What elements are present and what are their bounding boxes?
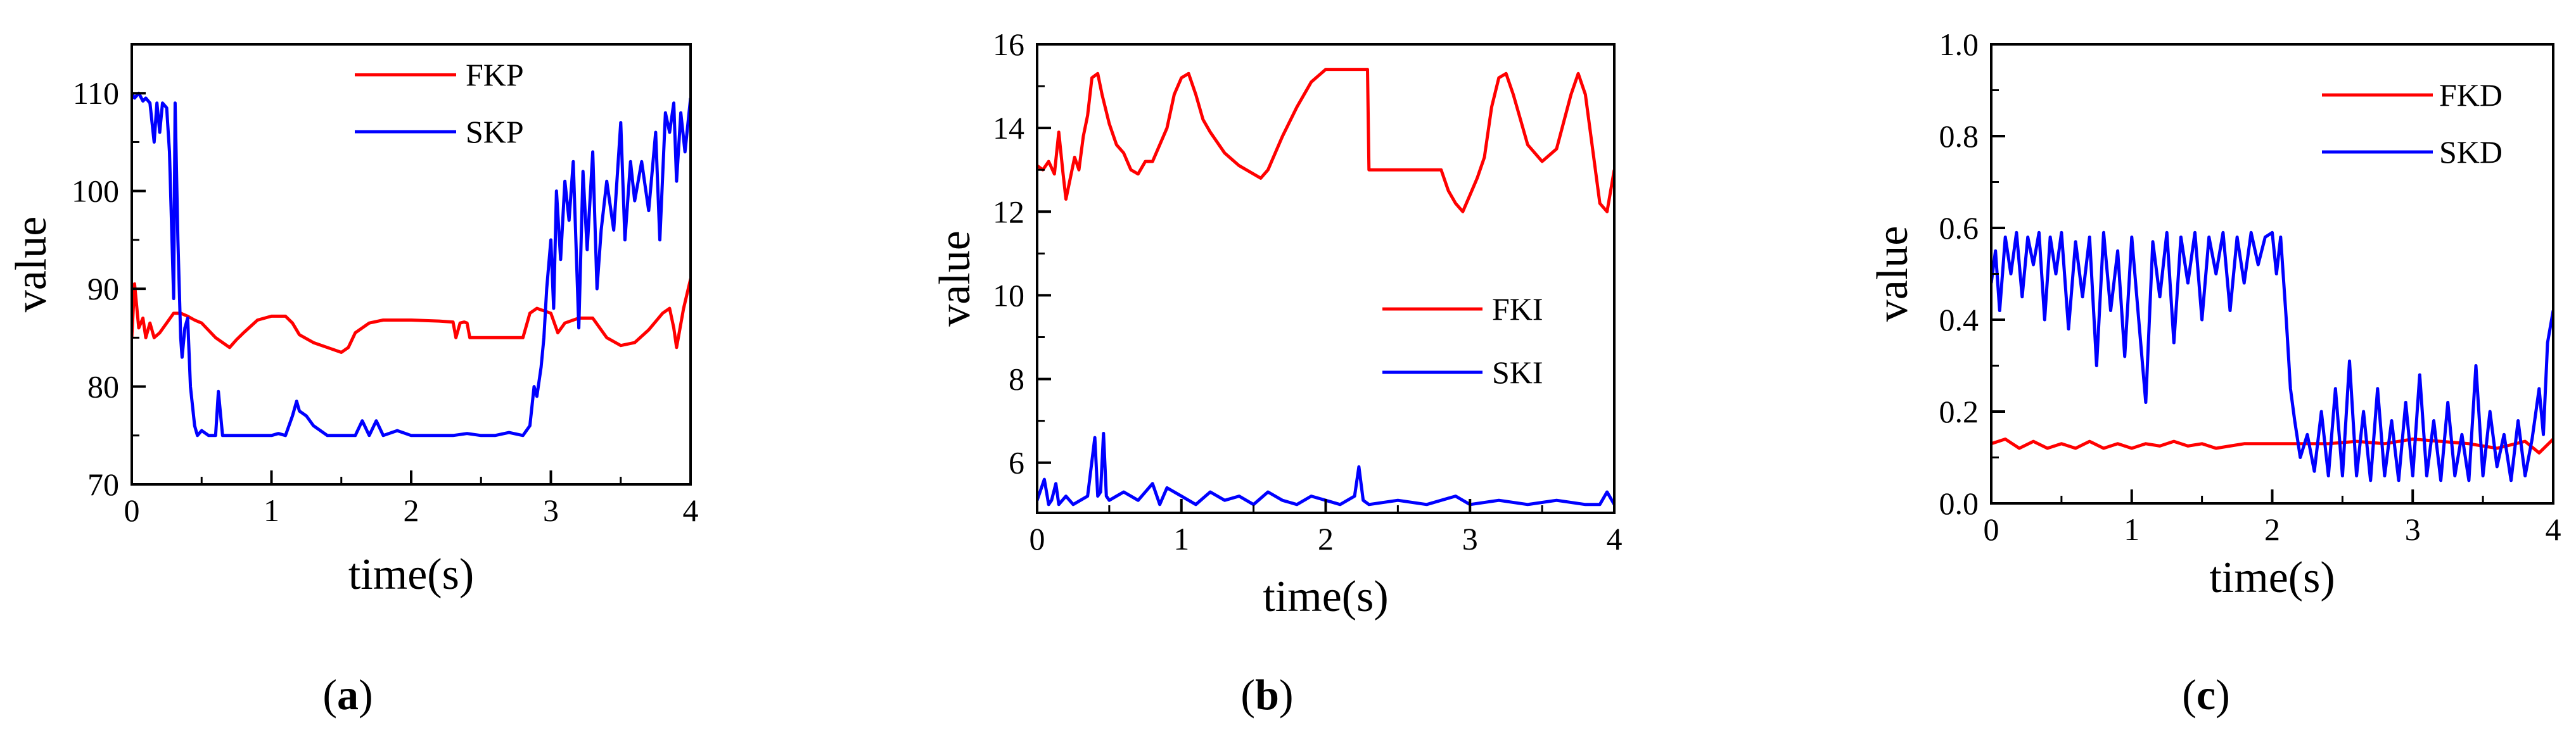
y-tick-label: 1.0 — [1939, 27, 1979, 62]
y-axis-title: value — [931, 230, 979, 327]
x-tick-label: 2 — [1318, 521, 1334, 557]
legend: FKP SKP — [355, 57, 524, 149]
y-tick-label: 12 — [993, 194, 1024, 229]
y-tick-label: 90 — [87, 271, 119, 306]
series-line-skp — [132, 91, 691, 438]
legend-label-fkp: FKP — [466, 57, 524, 92]
x-axis-title: time(s) — [348, 550, 474, 599]
y-tick-label: 8 — [1009, 362, 1024, 397]
y-tick-label: 6 — [1009, 445, 1024, 481]
y-tick-label: 100 — [72, 173, 119, 209]
panel-label: (a) — [322, 671, 373, 719]
y-tick-label: 0.0 — [1939, 486, 1979, 521]
y-tick-label: 110 — [73, 75, 119, 111]
series-line-fki — [1037, 68, 1614, 213]
plot-frame — [1990, 43, 2554, 505]
series-line-fkd — [1991, 438, 2553, 455]
x-tick-label: 0 — [1030, 521, 1045, 557]
x-axis-title: time(s) — [1263, 572, 1388, 621]
x-tick-label: 3 — [2405, 512, 2421, 547]
legend-label-skp: SKP — [466, 114, 524, 149]
y-tick-label: 80 — [87, 369, 119, 405]
legend-label-fki: FKI — [1492, 291, 1543, 327]
x-tick-label: 0 — [124, 493, 140, 528]
series-line-fkp — [132, 277, 691, 354]
panel-c: 0 1 2 3 4 0.0 0.2 0.4 0.6 0.8 1.0 time(s) value FKD SK… — [1868, 27, 2561, 719]
series-line-ski — [1037, 432, 1614, 507]
x-tick-label: 4 — [2546, 512, 2561, 547]
panel-label: (c) — [2182, 671, 2230, 719]
y-tick-label: 0.2 — [1939, 394, 1979, 429]
y-axis-title: value — [1868, 226, 1917, 322]
x-tick-label: 1 — [1173, 521, 1189, 557]
x-tick-label: 0 — [1984, 512, 1999, 547]
legend: FKI SKI — [1382, 291, 1543, 390]
legend-label-ski: SKI — [1492, 355, 1543, 390]
x-tick-label: 1 — [2124, 512, 2139, 547]
y-tick-label: 16 — [993, 27, 1024, 62]
legend-label-skd: SKD — [2439, 134, 2503, 170]
series-line-skd — [1991, 230, 2553, 482]
x-tick-label: 2 — [404, 493, 419, 528]
x-tick-label: 2 — [2264, 512, 2280, 547]
y-tick-label: 0.8 — [1939, 118, 1979, 154]
plot-frame — [1036, 43, 1616, 514]
y-tick-label: 10 — [993, 277, 1024, 313]
y-axis-title: value — [7, 217, 56, 313]
y-tick-label: 0.6 — [1939, 210, 1979, 246]
y-tick-label: 14 — [993, 110, 1024, 146]
y-tick-label: 0.4 — [1939, 302, 1979, 337]
panel-label: (b) — [1240, 671, 1293, 719]
legend: FKD SKD — [2322, 77, 2503, 170]
panel-a: 0 1 2 3 4 70 80 90 100 110 time(s) value FKP SKP (a) — [7, 43, 699, 719]
x-tick-label: 1 — [264, 493, 279, 528]
x-axis-title: time(s) — [2209, 553, 2335, 602]
legend-label-fkd: FKD — [2439, 77, 2503, 113]
x-tick-label: 3 — [543, 493, 559, 528]
x-tick-label: 3 — [1462, 521, 1478, 557]
y-tick-label: 70 — [87, 467, 119, 502]
x-tick-label: 4 — [683, 493, 699, 528]
x-tick-label: 4 — [1607, 521, 1623, 557]
